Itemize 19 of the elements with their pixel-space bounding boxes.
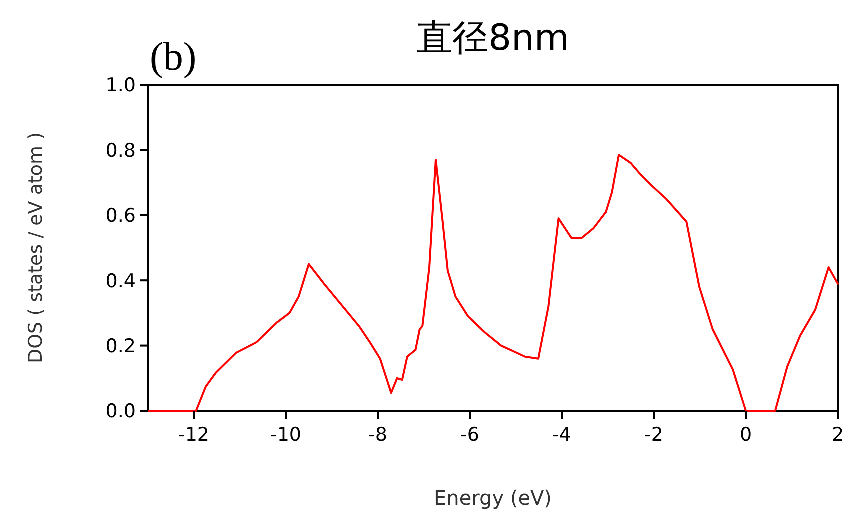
line-series	[147, 154, 839, 412]
y-tick-label: 0.0	[106, 400, 136, 423]
text: (b)	[150, 34, 197, 79]
x-tick-label: -8	[368, 424, 388, 446]
x-tick-label: -4	[552, 424, 572, 446]
x-tick-label: 0	[740, 424, 752, 446]
x-tick-label: -12	[178, 424, 210, 446]
x-tick-label: -10	[270, 424, 302, 446]
y-tick-label: 0.4	[106, 270, 136, 292]
y-tick-label: 0.2	[106, 335, 136, 358]
x-tick-label: -6	[460, 424, 480, 446]
x-axis-title: Energy (eV)	[434, 486, 552, 510]
x-tick-label: -2	[644, 424, 664, 446]
x-tick-label: 2	[832, 424, 844, 446]
y-tick-label: 0.6	[106, 205, 136, 228]
chart-title: 直径8nm	[416, 18, 570, 59]
y-tick-label: 0.8	[106, 140, 136, 162]
y-axis-title: DOS ( states / eV atom )	[25, 132, 47, 364]
y-tick-label: 1.0	[106, 74, 136, 97]
